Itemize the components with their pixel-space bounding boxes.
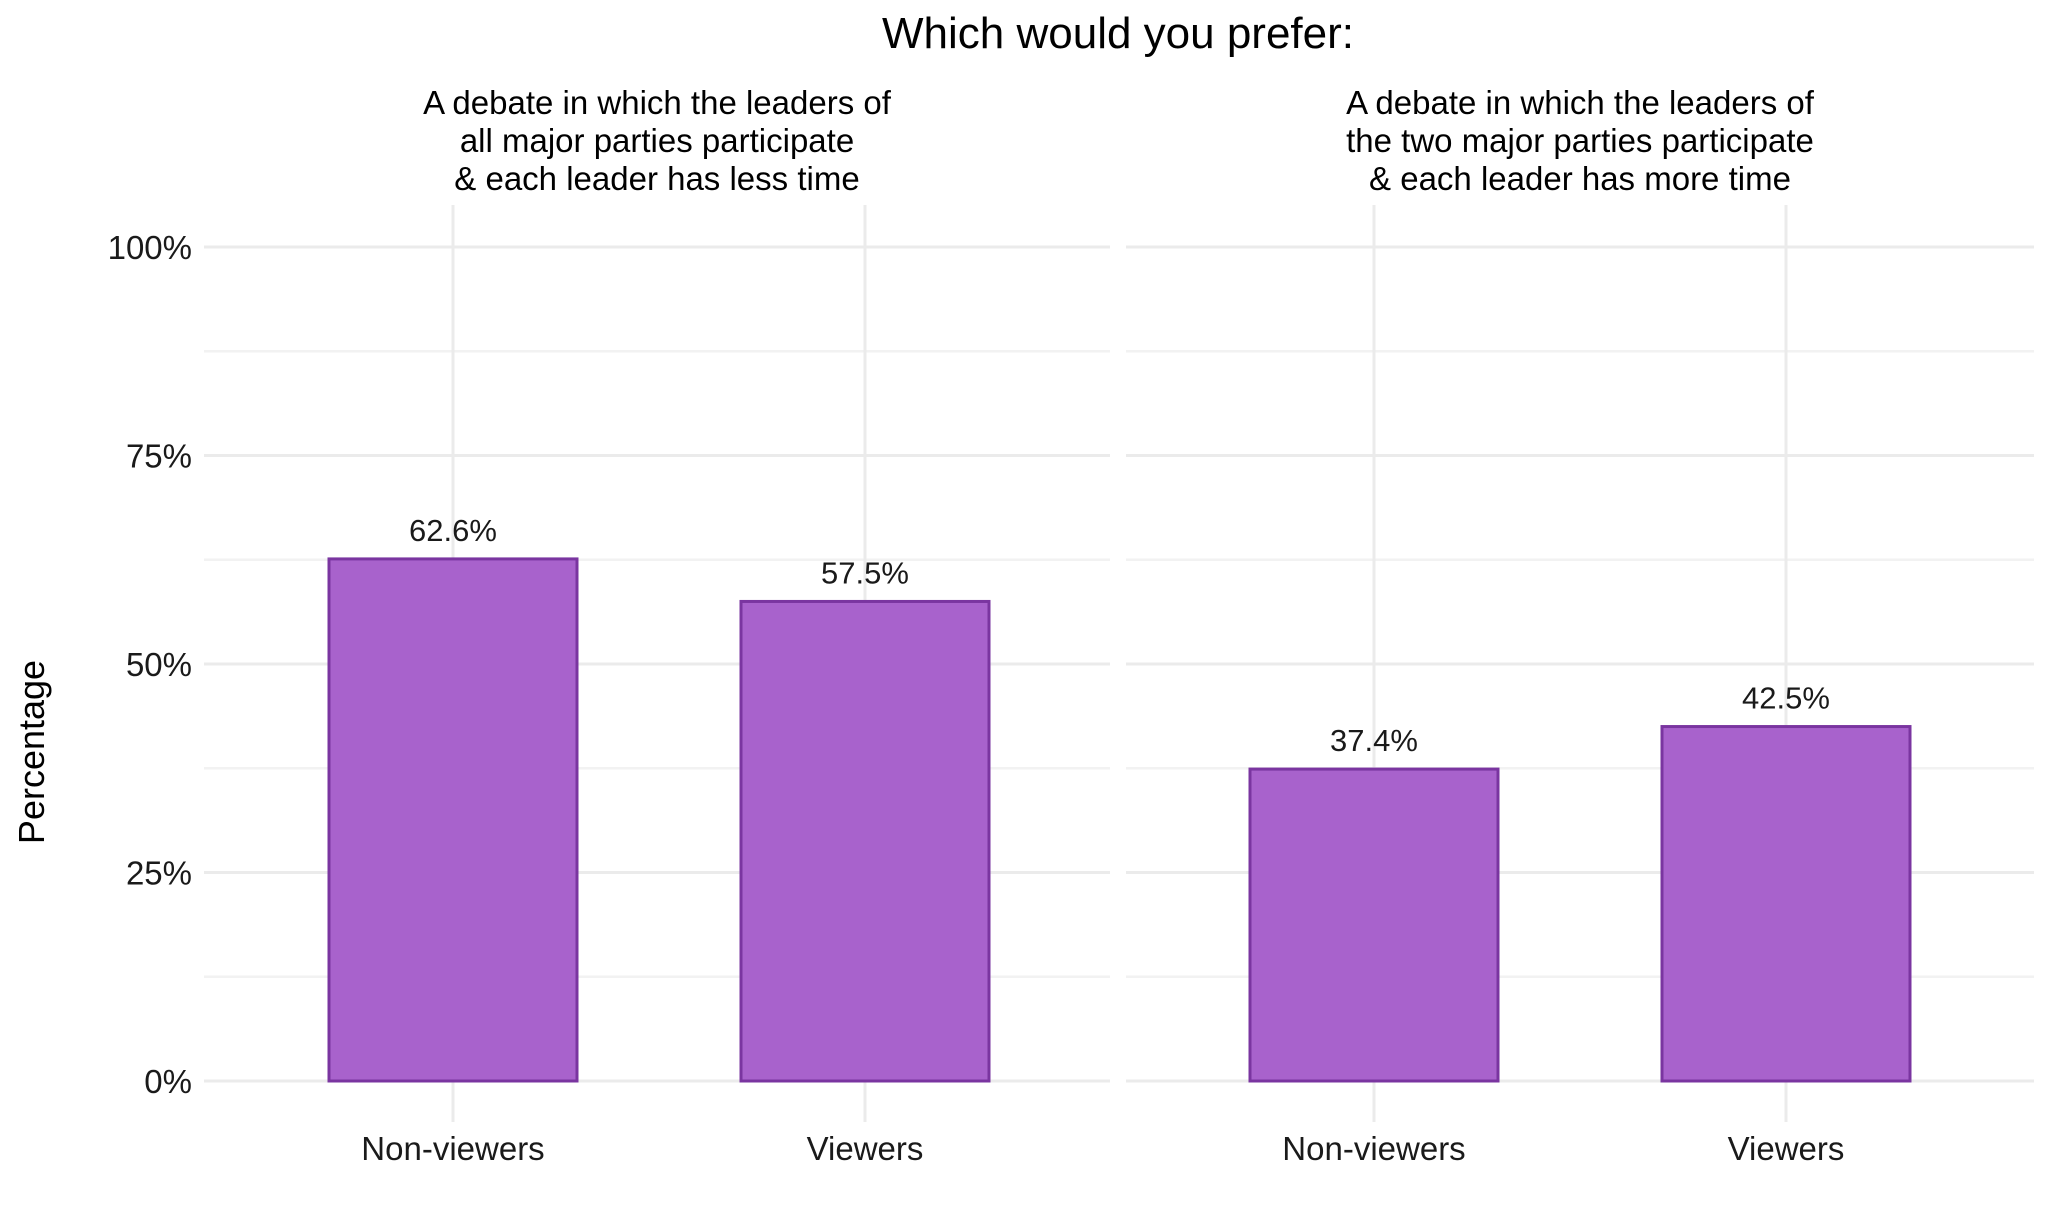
y-tick-label: 0% xyxy=(144,1063,192,1100)
bar xyxy=(739,599,991,1083)
facet-title-line: A debate in which the leaders of xyxy=(1346,84,1815,121)
x-tick-label: Viewers xyxy=(807,1130,924,1167)
plot-area: 0% 25% 50% 75% 100% A debate in which the lea… xyxy=(108,84,2034,1167)
bar-value-label: 37.4% xyxy=(1330,723,1418,758)
x-tick-label: Non-viewers xyxy=(1282,1130,1465,1167)
facet-title-line: & each leader has less time xyxy=(454,160,859,197)
bar-value-label: 62.6% xyxy=(409,513,497,548)
bar xyxy=(327,557,579,1083)
facet-title-line: & each leader has more time xyxy=(1369,160,1791,197)
y-tick-label: 25% xyxy=(126,855,192,892)
y-tick-label: 75% xyxy=(126,438,192,475)
facet-title-line: A debate in which the leaders of xyxy=(423,84,892,121)
x-tick-label: Viewers xyxy=(1728,1130,1845,1167)
bar-value-label: 57.5% xyxy=(821,555,909,590)
facet-title-line: the two major parties participate xyxy=(1346,122,1814,159)
y-axis-title: Percentage xyxy=(11,660,52,844)
x-tick-label: Non-viewers xyxy=(361,1130,544,1167)
y-tick-label: 50% xyxy=(126,646,192,683)
bar xyxy=(1248,767,1500,1083)
bar xyxy=(1660,725,1912,1083)
bar-value-label: 42.5% xyxy=(1742,681,1830,716)
y-tick-label: 100% xyxy=(108,229,192,266)
facet-title-line: all major parties participate xyxy=(460,122,854,159)
chart-title: Which would you prefer: xyxy=(882,9,1354,58)
